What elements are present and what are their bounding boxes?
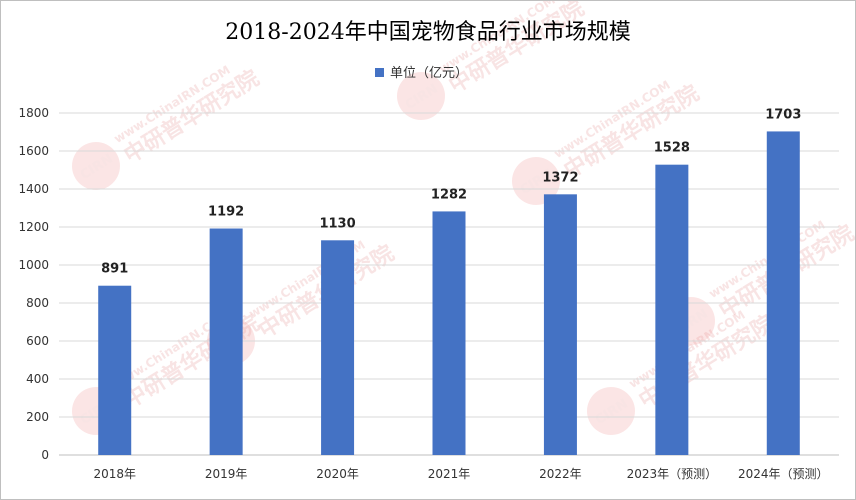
- y-tick-label: 1800: [18, 106, 49, 120]
- bar: [432, 211, 466, 455]
- data-label: 1282: [431, 187, 467, 202]
- y-tick-label: 1200: [18, 220, 49, 234]
- y-tick-label: 600: [26, 334, 49, 348]
- bar: [98, 285, 132, 455]
- legend: 单位（亿元）: [375, 66, 468, 81]
- y-tick-label: 200: [26, 410, 49, 424]
- x-tick-label: 2021年: [428, 467, 471, 481]
- bar: [209, 228, 243, 455]
- y-tick-label: 0: [41, 448, 49, 462]
- data-label: 1703: [765, 107, 801, 122]
- x-tick-label: 2023年（预测）: [627, 467, 718, 481]
- bars: [98, 131, 800, 455]
- watermark-logo: [72, 142, 120, 190]
- y-tick-label: 1600: [18, 144, 49, 158]
- data-label: 1372: [542, 170, 578, 185]
- bar: [321, 240, 355, 455]
- chart-title: 2018-2024年中国宠物食品行业市场规模: [225, 20, 630, 45]
- y-tick-label: 400: [26, 372, 49, 386]
- legend-swatch: [375, 68, 384, 77]
- y-tick-label: 1000: [18, 258, 49, 272]
- watermark-logo: [397, 72, 445, 120]
- x-tick-label: 2018年: [93, 467, 136, 481]
- x-tick-label: 2020年: [316, 467, 359, 481]
- data-labels: 891 1192 1130 1282 1372 1528 1703: [101, 107, 801, 276]
- x-tick-label: 2022年: [539, 467, 582, 481]
- x-tick-label: 2019年: [205, 467, 248, 481]
- watermark-logo: [512, 157, 560, 205]
- data-label: 1528: [654, 141, 690, 156]
- y-axis: 0 200 400 600 800 1000 1200 1400 1600 1800: [18, 106, 49, 462]
- y-tick-label: 1400: [18, 182, 49, 196]
- bar: [655, 164, 689, 455]
- x-axis: 2018年 2019年 2020年 2021年 2022年 2023年（预测） 2024年（…: [93, 467, 828, 481]
- legend-label: 单位（亿元）: [390, 66, 468, 81]
- data-label: 1192: [208, 205, 244, 220]
- y-tick-label: 800: [26, 296, 49, 310]
- bar: [543, 194, 577, 455]
- watermark-logo: [587, 387, 635, 435]
- data-label: 891: [101, 262, 128, 277]
- bar: [766, 131, 800, 455]
- x-tick-label: 2024年（预测）: [738, 467, 829, 481]
- data-label: 1130: [319, 216, 355, 231]
